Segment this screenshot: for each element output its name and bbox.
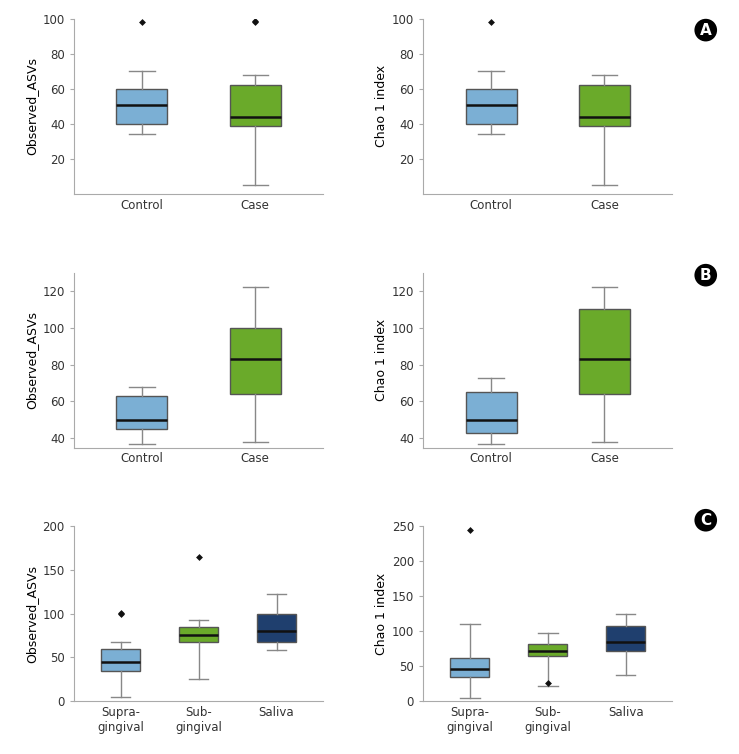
Y-axis label: Chao 1 index: Chao 1 index: [375, 573, 388, 654]
PathPatch shape: [101, 648, 140, 670]
PathPatch shape: [606, 627, 645, 651]
PathPatch shape: [257, 614, 296, 642]
PathPatch shape: [528, 644, 568, 656]
Text: A: A: [700, 23, 712, 38]
PathPatch shape: [579, 85, 630, 126]
PathPatch shape: [450, 657, 489, 677]
PathPatch shape: [466, 89, 517, 124]
Y-axis label: Observed_ASVs: Observed_ASVs: [25, 565, 38, 663]
Y-axis label: Observed_ASVs: Observed_ASVs: [25, 311, 38, 409]
Text: B: B: [700, 268, 712, 283]
Y-axis label: Chao 1 index: Chao 1 index: [375, 66, 388, 147]
Y-axis label: Chao 1 index: Chao 1 index: [375, 319, 387, 401]
PathPatch shape: [466, 392, 517, 433]
Y-axis label: Observed_ASVs: Observed_ASVs: [25, 57, 38, 155]
Text: C: C: [700, 513, 712, 528]
PathPatch shape: [117, 396, 168, 429]
PathPatch shape: [579, 309, 630, 394]
PathPatch shape: [230, 85, 281, 126]
PathPatch shape: [230, 328, 281, 394]
PathPatch shape: [179, 627, 218, 642]
PathPatch shape: [117, 89, 168, 124]
